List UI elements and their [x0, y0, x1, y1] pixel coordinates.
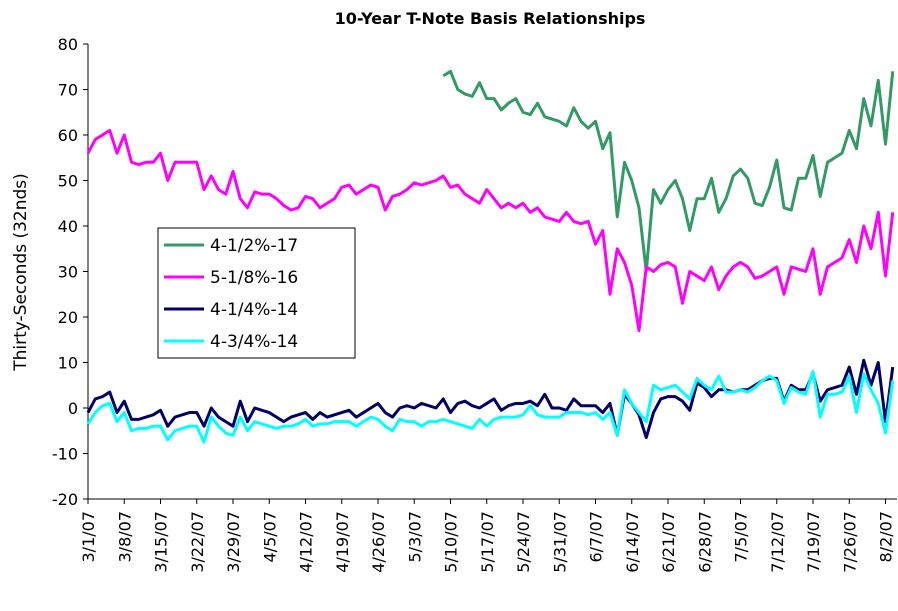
x-tick-label: 3/29/07	[224, 511, 243, 573]
x-tick-label: 3/22/07	[188, 511, 207, 573]
x-tick-label: 7/12/07	[768, 511, 787, 573]
x-tick-label: 3/8/07	[115, 511, 134, 563]
y-tick-label: 50	[58, 172, 78, 191]
y-tick-label: -20	[52, 490, 78, 509]
series-line	[86, 370, 895, 444]
series-line	[442, 69, 895, 273]
y-tick-label: 30	[58, 263, 78, 282]
x-tick-label: 4/5/07	[260, 511, 279, 563]
legend-label: 4-1/4%-14	[210, 300, 298, 320]
legend-label: 4-1/2%-17	[210, 236, 298, 256]
x-tick-label: 6/7/07	[587, 511, 606, 563]
legend-label: 5-1/8%-16	[210, 268, 298, 288]
x-tick-label: 6/21/07	[659, 511, 678, 573]
y-tick-label: 80	[58, 35, 78, 54]
x-tick-label: 6/14/07	[623, 511, 642, 573]
y-tick-label: 20	[58, 308, 78, 327]
x-tick-label: 3/1/07	[79, 511, 98, 563]
x-tick-label: 4/12/07	[297, 511, 316, 573]
x-tick-label: 3/15/07	[152, 511, 171, 573]
x-tick-label: 4/26/07	[369, 511, 388, 573]
y-tick-label: 40	[58, 217, 78, 236]
y-tick-label: 0	[68, 399, 78, 418]
legend-box	[157, 227, 356, 359]
y-tick-label: 70	[58, 81, 78, 100]
y-tick-label: 10	[58, 354, 78, 373]
x-tick-label: 5/24/07	[514, 511, 533, 573]
y-axis-label: Thirty-Seconds (32nds)	[11, 173, 31, 372]
series-line	[86, 128, 895, 333]
x-tick-label: 5/3/07	[405, 511, 424, 563]
chart-title: 10-Year T-Note Basis Relationships	[335, 9, 646, 28]
x-tick-label: 7/19/07	[804, 511, 823, 573]
y-tick-label: -10	[52, 445, 78, 464]
x-tick-label: 7/26/07	[840, 511, 859, 573]
x-tick-label: 5/31/07	[550, 511, 569, 573]
x-tick-label: 8/2/07	[877, 511, 896, 563]
x-tick-label: 4/19/07	[333, 511, 352, 573]
y-tick-label: 60	[58, 126, 78, 145]
legend-label: 4-3/4%-14	[210, 332, 298, 352]
x-tick-label: 5/10/07	[442, 511, 461, 573]
x-tick-label: 7/5/07	[732, 511, 751, 563]
x-tick-label: 5/17/07	[478, 511, 497, 573]
x-tick-label: 6/28/07	[695, 511, 714, 573]
